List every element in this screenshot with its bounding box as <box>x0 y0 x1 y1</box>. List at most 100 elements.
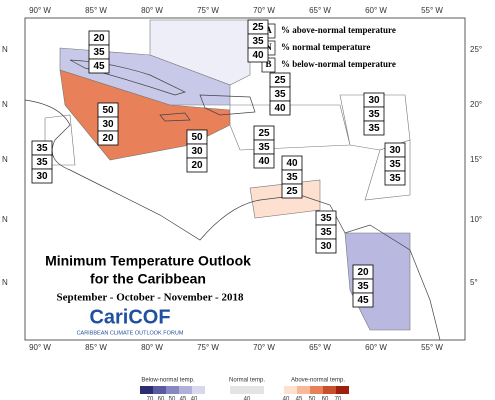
lon-label: 90° W <box>29 6 51 15</box>
colorbar-swatch <box>166 386 179 394</box>
prob-value: 40 <box>258 156 270 167</box>
jamaica-outline <box>159 112 191 122</box>
lat-label: 15° <box>470 155 482 164</box>
prob-value: 35 <box>36 157 48 168</box>
lon-label: 90° W <box>29 343 51 352</box>
lon-label: 80° W <box>141 343 163 352</box>
prob-box <box>88 58 110 74</box>
prob-value: 25 <box>252 22 264 33</box>
colorbar-swatch <box>284 386 297 394</box>
prob-value: 40 <box>252 50 264 61</box>
lat-label: N <box>2 155 8 164</box>
lat-label: 25° <box>470 45 482 54</box>
prob-value: 35 <box>36 143 48 154</box>
colorbar-swatch <box>140 386 153 394</box>
colorbar-swatch <box>230 386 264 394</box>
prob-value: 25 <box>274 75 286 86</box>
key-letter: A <box>265 25 272 35</box>
colorbar-label: Below-normal temp. <box>141 378 195 384</box>
prob-value: 30 <box>36 171 48 182</box>
colorbar-swatch <box>179 386 192 394</box>
colorbar-swatch <box>323 386 336 394</box>
prob-value: 30 <box>320 241 332 252</box>
key-box <box>258 22 416 76</box>
lon-label: 80° W <box>141 6 163 15</box>
prob-value: 35 <box>258 142 270 153</box>
lat-label: 20° <box>470 100 482 109</box>
prob-value: 40 <box>274 103 286 114</box>
prob-value: 35 <box>252 36 264 47</box>
prob-value: 30 <box>389 145 401 156</box>
prob-box <box>97 130 119 146</box>
period: September - October - November - 2018 <box>57 292 244 304</box>
colorbar-tick: 45 <box>296 397 303 400</box>
prob-value: 35 <box>357 281 369 292</box>
subtitle: for the Caribbean <box>90 271 206 287</box>
key-letter: B <box>265 59 271 69</box>
prob-value: 30 <box>102 119 114 130</box>
colorbar-swatch <box>192 386 205 394</box>
colorbar-tick: 45 <box>180 397 187 400</box>
prob-value: 35 <box>320 227 332 238</box>
prob-value: 25 <box>286 186 298 197</box>
lon-label: 70° W <box>253 6 275 15</box>
key-letter: N <box>265 42 272 52</box>
key-text: % below-normal temperature <box>281 59 396 69</box>
prob-box <box>352 292 374 308</box>
lon-label: 55° W <box>421 6 443 15</box>
lon-label: 75° W <box>197 6 219 15</box>
colorbar-swatch <box>297 386 310 394</box>
coastline <box>24 99 441 341</box>
lat-label: N <box>2 215 8 224</box>
lat-label: N <box>2 45 8 54</box>
prob-value: 40 <box>286 158 298 169</box>
bahamas-zone <box>149 19 251 86</box>
colorbar-tick: 60 <box>158 397 165 400</box>
prob-value: 20 <box>357 267 369 278</box>
prob-value: 25 <box>258 128 270 139</box>
prob-value: 50 <box>102 105 114 116</box>
prob-value: 50 <box>191 132 203 143</box>
hispaniola-outline <box>199 94 256 116</box>
prob-value: 35 <box>286 172 298 183</box>
colorbar-swatch <box>336 386 349 394</box>
lon-label: 60° W <box>365 343 387 352</box>
prob-box <box>384 170 406 186</box>
key-text: % above-normal temperature <box>281 25 396 35</box>
lat-label: N <box>2 100 8 109</box>
prob-box <box>253 153 275 169</box>
prob-box <box>315 238 337 254</box>
lon-label: 70° W <box>253 343 275 352</box>
lon-label: 85° W <box>85 343 107 352</box>
prob-box <box>281 183 303 199</box>
prob-value: 35 <box>93 47 105 58</box>
colorbar-swatch <box>153 386 166 394</box>
colorbar-tick: 40 <box>191 397 198 400</box>
key-text: % normal temperature <box>281 42 370 52</box>
prob-box <box>247 47 269 63</box>
prob-value: 45 <box>93 61 105 72</box>
lon-label: 85° W <box>85 6 107 15</box>
prob-box <box>363 120 385 136</box>
colorbar-swatch <box>310 386 323 394</box>
colorbar-tick: 50 <box>169 397 176 400</box>
title: Minimum Temperature Outlook <box>45 253 251 269</box>
prob-value: 30 <box>368 95 380 106</box>
colorbar-tick: 70 <box>335 397 342 400</box>
lat-label: N <box>2 278 8 287</box>
lon-label: 65° W <box>309 6 331 15</box>
lon-label: 60° W <box>365 6 387 15</box>
prob-value: 20 <box>191 160 203 171</box>
prob-value: 35 <box>368 123 380 134</box>
prob-box <box>31 168 53 184</box>
lon-label: 65° W <box>309 343 331 352</box>
prob-value: 35 <box>274 89 286 100</box>
prob-box <box>186 157 208 173</box>
logo-tagline: CARIBBEAN CLIMATE OUTLOOK FORUM <box>77 330 184 336</box>
colorbar-tick: 40 <box>283 397 290 400</box>
logo-name: CariCOF <box>89 306 170 328</box>
lat-label: 5° <box>470 278 478 287</box>
prob-value: 35 <box>389 173 401 184</box>
prob-value: 35 <box>389 159 401 170</box>
colorbar-label: Normal temp. <box>229 378 265 384</box>
